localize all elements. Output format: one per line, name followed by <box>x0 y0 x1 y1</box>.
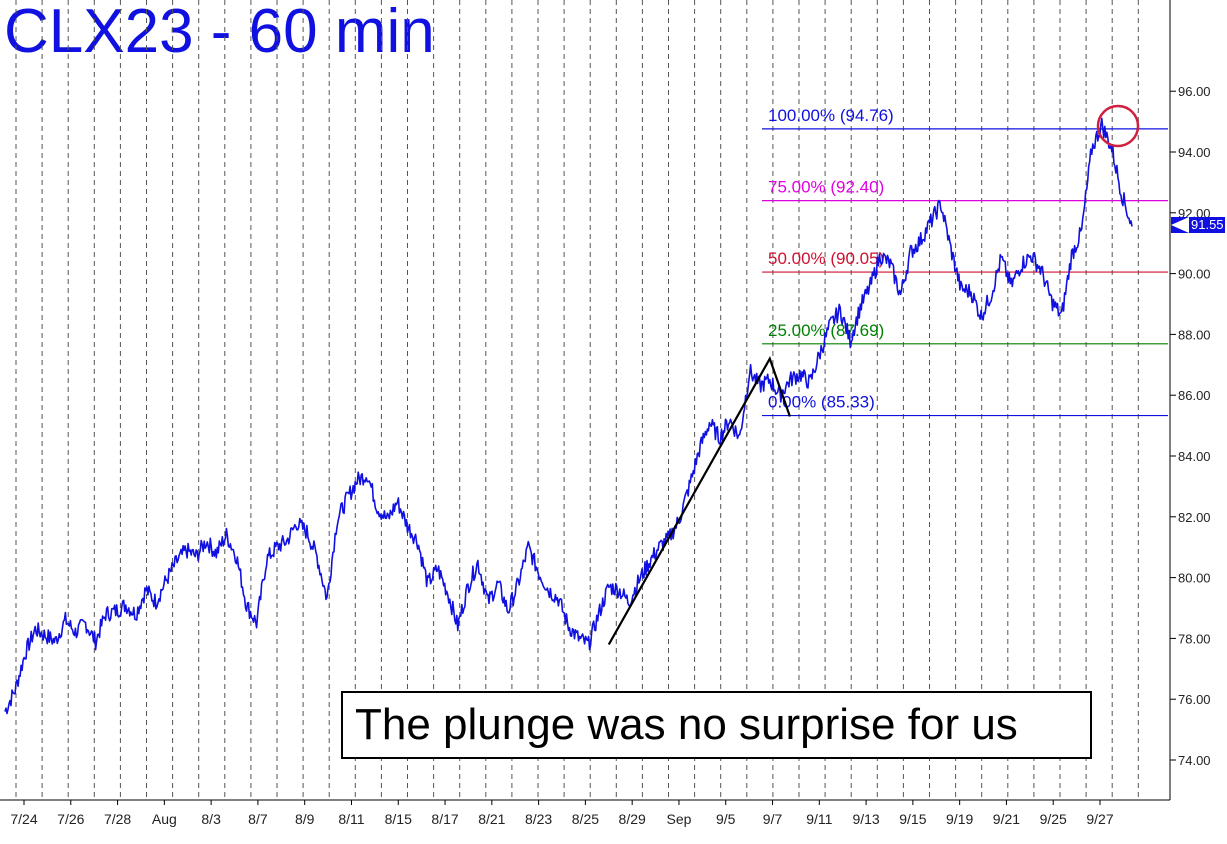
price-axis: 74.00 76.00 78.00 80.00 82.00 84.00 86.00 88.00… <box>0 0 1211 801</box>
date-tick-label: 9/15 <box>899 811 926 827</box>
date-tick-label: 9/21 <box>993 811 1020 827</box>
date-tick-label: Sep <box>666 811 691 827</box>
date-tick-label: 8/7 <box>248 811 268 827</box>
date-tick-label: 9/13 <box>852 811 879 827</box>
annotations <box>1096 104 1140 148</box>
date-tick-label: 8/11 <box>338 811 364 827</box>
date-tick-label: 9/7 <box>763 811 783 827</box>
vertical-gridlines <box>15 0 1139 800</box>
date-tick-label: 9/25 <box>1040 811 1067 827</box>
abc-pattern <box>607 356 791 646</box>
price-tick-label: 82.00 <box>1178 510 1211 525</box>
date-tick-label: 7/26 <box>57 811 84 827</box>
price-tick-label: 84.00 <box>1178 449 1211 464</box>
date-tick-label: 9/5 <box>716 811 736 827</box>
price-tick-label: 80.00 <box>1178 571 1211 586</box>
price-tick-label: 88.00 <box>1178 327 1211 342</box>
date-tick-label: 8/3 <box>201 811 221 827</box>
fib-label: 50.00% (90.05) <box>768 249 884 268</box>
price-tick-label: 86.00 <box>1178 388 1211 403</box>
price-tick-label: 76.00 <box>1178 692 1211 707</box>
price-tick-label: 94.00 <box>1178 145 1211 160</box>
fib-label: 100.00% (94.76) <box>768 106 894 125</box>
chart-title: CLX23 - 60 min <box>4 0 435 66</box>
peak-circle <box>1096 104 1140 148</box>
date-axis: 7/24 7/26 7/28 Aug 8/3 8/7 8/9 8/11 8/15 8/17 8/21… <box>10 800 1114 827</box>
annotation-box: The plunge was no surprise for us <box>341 691 1092 759</box>
date-tick-label: Aug <box>152 811 177 827</box>
date-tick-label: 8/15 <box>385 811 412 827</box>
fib-label: 0.00% (85.33) <box>768 393 875 412</box>
pattern-line <box>607 356 791 646</box>
date-tick-label: 8/17 <box>431 811 458 827</box>
fib-label: 75.00% (92.40) <box>768 178 884 197</box>
date-tick-label: 8/9 <box>295 811 315 827</box>
price-tick-label: 96.00 <box>1178 84 1211 99</box>
date-tick-label: 8/25 <box>572 811 599 827</box>
date-tick-label: 9/19 <box>946 811 973 827</box>
price-tick-label: 78.00 <box>1178 631 1211 646</box>
price-tick-label: 74.00 <box>1178 753 1211 768</box>
price-series <box>4 117 1133 715</box>
fibonacci-levels: 100.00% (94.76) 75.00% (92.40) 50.00% (90.… <box>762 106 1168 417</box>
date-tick-label: 8/21 <box>478 811 505 827</box>
price-tick-label: 90.00 <box>1178 267 1211 282</box>
date-tick-label: 7/28 <box>104 811 131 827</box>
date-tick-label: 9/11 <box>806 811 832 827</box>
date-tick-label: 8/29 <box>619 811 646 827</box>
date-tick-label: 9/27 <box>1086 811 1113 827</box>
price-line <box>4 117 1133 715</box>
date-tick-label: 8/23 <box>525 811 552 827</box>
date-tick-label: 7/24 <box>10 811 37 827</box>
last-price-tag: 91.55 <box>1171 217 1225 233</box>
